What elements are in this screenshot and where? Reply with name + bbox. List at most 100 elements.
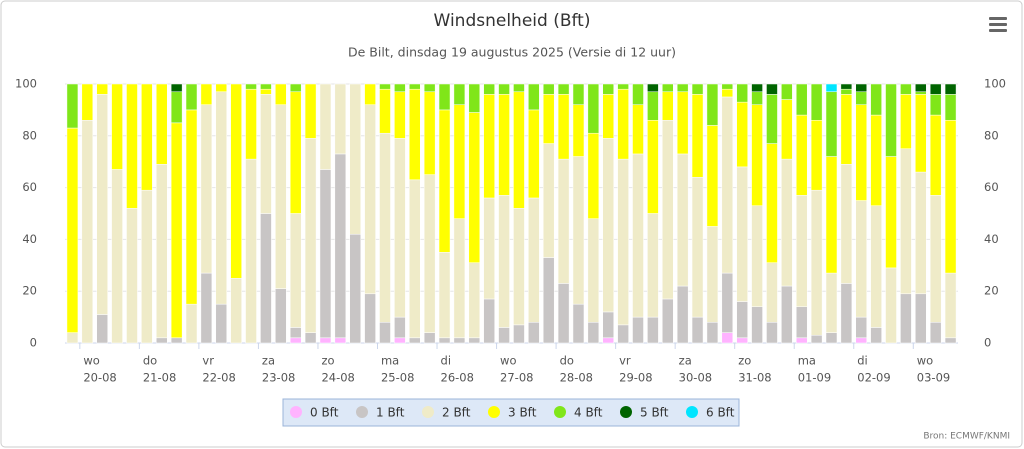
bar-segment [126,83,138,209]
bar-segment [676,285,689,344]
bar-segment [394,337,406,344]
x-tick-weekday: zo [738,354,751,368]
bar-segment [423,83,436,93]
bar-segment [200,104,213,274]
bar-segment [230,278,242,344]
bar-segment [409,88,421,181]
bar-segment [364,83,376,105]
bar-segment [766,262,778,323]
bar-segment [66,332,79,344]
x-tick-label: 03-09 [917,371,950,385]
legend-marker [290,406,302,418]
x-tick-weekday: za [679,354,692,368]
bar-segment [468,112,481,263]
y2-tick-label: 80 [984,128,999,142]
bar-segment [438,109,451,253]
bar-segment [855,91,868,105]
bar-segment [602,83,614,95]
bar-segment [557,283,570,344]
bar-segment [602,311,614,339]
bar-segment [929,83,942,95]
bar-segment [840,94,853,165]
bar-segment [438,83,451,111]
bar-segment [944,272,957,339]
bar-segment [96,83,108,95]
bar-segment [409,83,421,90]
bar-segment [200,83,213,105]
bar-segment [691,83,704,95]
bar-segment [944,120,957,274]
bar-segment [900,94,912,149]
y-tick-label: 0 [30,336,37,350]
x-tick-label: 26-08 [441,371,474,385]
bar-segment [289,83,302,93]
bar-segment [840,164,853,284]
x-tick-weekday: do [560,354,574,368]
bar-segment [944,83,957,95]
bar-segment [915,91,927,95]
bar-segment [766,83,778,95]
y2-tick-label: 100 [984,77,1006,91]
bar-segment [468,337,481,344]
bar-segment [304,83,317,139]
x-tick-label: 31-08 [738,371,771,385]
bar-segment [96,94,108,315]
y-tick-label: 100 [15,77,37,91]
bar-segment [870,327,882,344]
bar-segment [587,218,600,323]
source: Bron: ECMWF/KNMI [923,432,1010,442]
bar-segment [260,83,272,90]
bar-segment [870,114,882,206]
x-tick-label: 21-08 [143,371,176,385]
bar-segment [498,327,510,344]
bar-segment [632,153,644,318]
x-tick-weekday: wo [917,354,933,368]
bar-segment [394,316,406,339]
bar-segment [260,94,272,214]
bar-segment [528,109,540,199]
bar-segment [498,83,510,95]
bar-segment [810,189,823,336]
bar-segment [170,91,183,124]
bar-segment [394,91,406,139]
bar-segment [96,314,108,344]
bar-segment [364,104,376,295]
bar-segment [825,332,838,344]
bar-segment [840,88,853,95]
bar-segment [855,104,868,201]
x-tick-label: 24-08 [321,371,354,385]
bar-segment [825,156,838,274]
bar-segment [513,324,525,344]
x-tick-label: 27-08 [500,371,533,385]
bar-segment [364,293,376,344]
bar-segment [810,120,823,191]
bar-segment [795,337,808,344]
legend-label: 1 Bft [376,406,405,420]
bar-segment [81,120,94,344]
bar-segment [781,99,793,160]
bar-segment [453,83,466,105]
bar-segment [855,83,868,93]
y2-tick-label: 0 [984,336,991,350]
bar-segment [126,208,138,344]
bar-segment [706,226,719,323]
bar-segment [721,272,734,333]
bar-segment [513,83,525,93]
bar-segment [379,322,391,344]
bar-segment [453,337,466,344]
bar-segment [647,91,659,121]
bar-segment [691,94,704,178]
x-tick-weekday: di [441,354,452,368]
bar-segment [289,327,302,339]
bar-segment [289,213,302,328]
bar-segment [423,174,436,333]
menu-icon[interactable] [989,17,1007,32]
bar-segment [751,306,763,344]
bar-segment [766,322,778,344]
bar-segment [289,337,302,344]
x-tick-label: 25-08 [381,371,414,385]
x-tick-weekday: vr [202,354,214,368]
bar-segment [900,293,912,344]
bar-segment [929,322,942,344]
bar-segment [944,337,957,344]
